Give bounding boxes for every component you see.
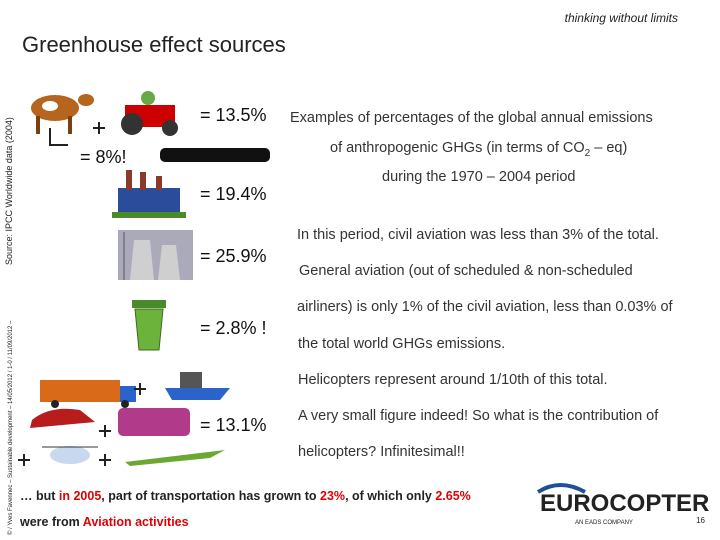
conclusion-text: helicopters? Infinitesimal!! [298, 444, 465, 460]
source-percentage: = 13.5% [200, 105, 267, 125]
general-aviation-text: airliners) is only 1% of the civil aviat… [297, 299, 674, 315]
footer-highlight: Aviation activities [83, 515, 189, 529]
intro-text: Examples of percentages of the global an… [290, 110, 653, 126]
connector-arrow [49, 128, 68, 146]
footer-note: were from Aviation activities [19, 515, 189, 529]
logo-tagline: AN EADS COMPANY [575, 520, 633, 526]
source-percentage: = 2.8% ! [200, 318, 267, 338]
copyright-note: © / Yves Favennec – Sustainable developm… [7, 320, 14, 535]
general-aviation-text: the total world GHGs emissions. [298, 336, 505, 352]
footer-highlight: 23% [320, 489, 345, 503]
page-number: 16 [696, 516, 705, 525]
soot-icon [160, 148, 270, 162]
logo-swoosh [536, 483, 586, 494]
logo-name: EUROCOPTER [540, 490, 709, 517]
footer-text: , of which only [345, 489, 435, 503]
intro-text: of anthropogenic GHGs (in terms of CO2 –… [330, 140, 627, 159]
source-percentage: = 13.1% [200, 415, 267, 435]
factory-icon [112, 170, 186, 218]
intro-text: of anthropogenic GHGs (in terms of CO [330, 140, 585, 156]
intro-text: during the 1970 – 2004 period [382, 169, 576, 185]
helicopter-text: Helicopters represent around 1/10th of t… [298, 372, 608, 388]
source-percentage: = 8%! [80, 147, 127, 167]
tagline: thinking without limits [565, 11, 678, 25]
footer-text: , part of transportation has grown to [101, 489, 320, 503]
power-plant-icon [118, 230, 193, 280]
intro-text: – eq) [590, 140, 627, 156]
conclusion-text: A very small figure indeed! So what is t… [298, 408, 659, 424]
source-percentage: = 25.9% [200, 246, 267, 266]
slide-title: Greenhouse effect sources [22, 32, 286, 57]
trash-can-icon [132, 300, 166, 351]
cow-icon [31, 94, 94, 134]
aviation-text: In this period, civil aviation was less … [297, 227, 659, 243]
footer-highlight: in 2005 [59, 489, 101, 503]
plus-signs [18, 383, 146, 466]
footer-note: … but in 2005, part of transportation ha… [20, 489, 471, 503]
logo: EUROCOPTER AN EADS COMPANY [536, 483, 709, 526]
source-percentage: = 19.4% [200, 184, 267, 204]
footer-text: … but [20, 489, 59, 503]
source-note: Source: IPCC Worldwide data (2004) [4, 117, 14, 265]
footer-text: were from [19, 515, 83, 529]
tractor-icon [121, 91, 178, 136]
transport-icons [30, 372, 230, 466]
general-aviation-text: General aviation (out of scheduled & non… [299, 263, 633, 279]
footer-highlight: 2.65% [435, 489, 470, 503]
subscript: 2 [585, 148, 591, 159]
